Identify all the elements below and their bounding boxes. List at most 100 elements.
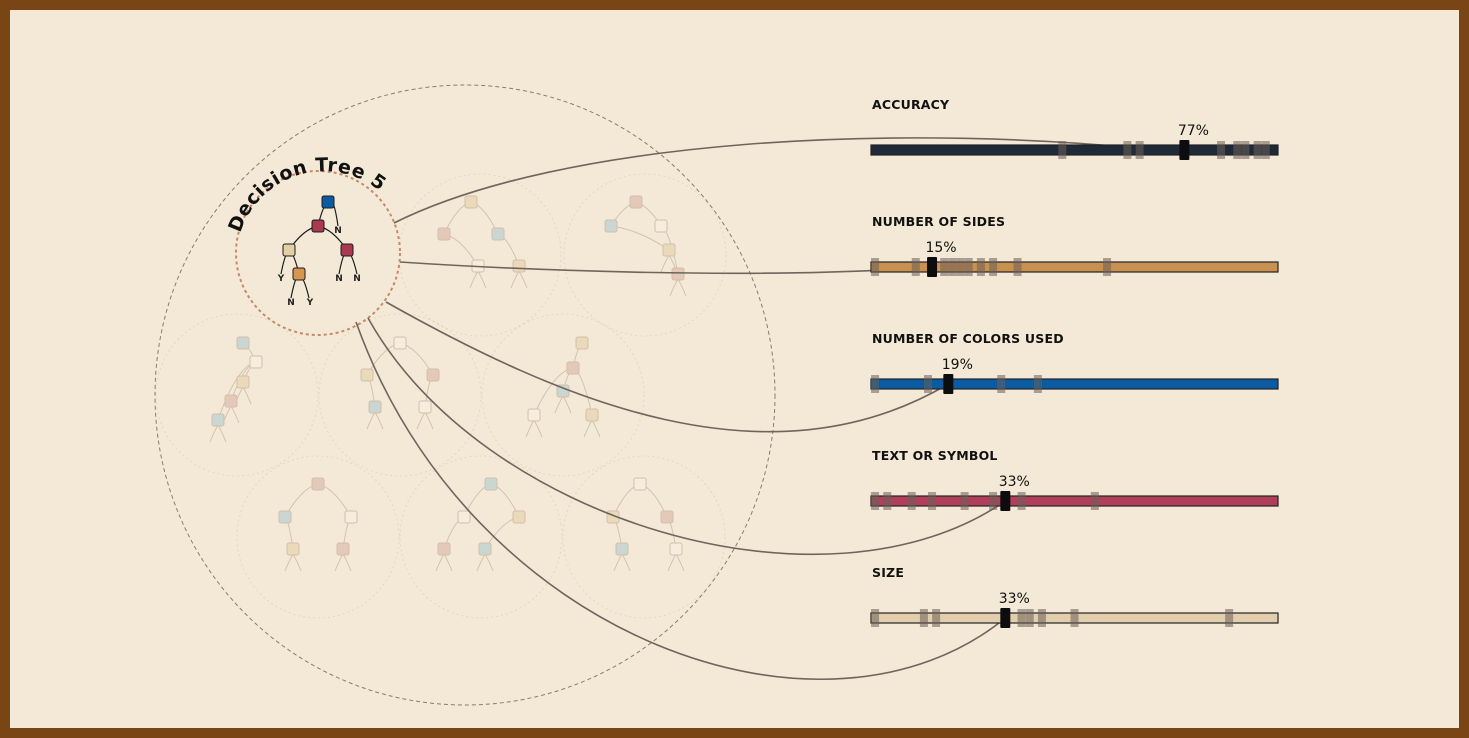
background-tree: [481, 313, 645, 477]
tree-node: [360, 368, 374, 382]
background-tree: [398, 173, 562, 337]
tree-node: [512, 510, 526, 524]
metric-row: ACCURACY 77%: [870, 97, 1279, 160]
metric-marker: [927, 257, 938, 277]
metric-tick: [1123, 141, 1132, 159]
tree-edge: [518, 270, 528, 289]
metric-tick: [1017, 492, 1026, 510]
metric-tick: [1241, 141, 1250, 159]
tree-node: [418, 400, 432, 414]
metric-value: 15%: [925, 240, 956, 256]
metric-tick: [1217, 141, 1226, 159]
metric-tick: [1135, 141, 1144, 159]
metric-tick: [871, 609, 880, 627]
tree-node: [282, 243, 296, 257]
background-tree: [399, 455, 563, 619]
tree-edge: [217, 424, 227, 443]
tree-edge: [660, 254, 670, 273]
tree-leaf-label: N: [287, 298, 295, 308]
tree-node: [654, 219, 668, 233]
background-tree-circle: [562, 455, 726, 619]
tree-edge: [677, 278, 687, 297]
forest-boundary: [154, 84, 776, 706]
metric-tick: [1058, 141, 1067, 159]
metric-tick: [871, 258, 880, 276]
tree-nodes: YNN NN Y: [277, 195, 361, 308]
tree-edge: [484, 553, 494, 572]
tree-edge: [443, 553, 453, 572]
tree-leaf-label: Y: [277, 274, 285, 284]
metric-tick: [989, 492, 998, 510]
tree-node: [321, 195, 335, 209]
metric-value: 33%: [999, 474, 1030, 490]
metric-bar: [870, 261, 1279, 273]
tree-node: [464, 195, 478, 209]
background-tree-circle: [563, 173, 727, 337]
tree-edge: [621, 553, 631, 572]
tree-node: [286, 542, 300, 556]
tree-node: [633, 477, 647, 491]
tree-node: [426, 368, 440, 382]
metric-tick: [911, 258, 920, 276]
metric-tick: [964, 258, 973, 276]
metric-tick: [919, 609, 928, 627]
tree-node: [249, 355, 263, 369]
metric-bar: [870, 378, 1279, 390]
tree-edge: [525, 419, 535, 438]
metric-value: 33%: [999, 591, 1030, 607]
tree-edge: [669, 278, 679, 297]
tree-node: [236, 375, 250, 389]
tree-node: [484, 477, 498, 491]
tree-node: [278, 510, 292, 524]
tree-edge: [591, 419, 601, 438]
tree-edge: [366, 411, 376, 430]
tree-node: [491, 227, 505, 241]
tree-node: [669, 542, 683, 556]
tree-edge: [476, 553, 486, 572]
metric-tick: [997, 375, 1006, 393]
tree-node: [211, 413, 225, 427]
tree-edge: [342, 553, 352, 572]
background-tree-circle: [155, 313, 319, 477]
tree-edge: [435, 553, 445, 572]
metrics-panel: ACCURACY 77% NUMBER OF SIDES 15% NUMBER OF C…: [870, 97, 1279, 628]
tree-node: [660, 510, 674, 524]
tree-edge: [667, 553, 677, 572]
tree-node: [604, 219, 618, 233]
background-tree-circle: [236, 455, 400, 619]
tree-edge: [292, 553, 302, 572]
tree-edge: [217, 361, 257, 421]
metric-label: NUMBER OF COLORS USED: [872, 331, 1064, 346]
metric-marker: [1179, 140, 1190, 160]
tree-edge: [230, 405, 240, 424]
tree-node: [224, 394, 238, 408]
metric-tick: [956, 258, 965, 276]
metric-tick: [923, 375, 932, 393]
tree-edge: [374, 411, 384, 430]
metric-tick: [976, 258, 985, 276]
tree-edge: [562, 395, 572, 414]
tree-node: [662, 243, 676, 257]
tree-node: [512, 259, 526, 273]
tree-node: [340, 243, 354, 257]
metric-marker: [1000, 608, 1011, 628]
metric-label: TEXT OR SYMBOL: [872, 448, 998, 463]
metric-tick: [989, 258, 998, 276]
metric-tick: [1253, 141, 1262, 159]
tree-node: [585, 408, 599, 422]
highlighted-tree[interactable]: YNN NN Y: [235, 170, 401, 336]
metric-label: SIZE: [872, 565, 904, 580]
tree-edge: [334, 553, 344, 572]
tree-node: [457, 510, 471, 524]
tree-edge: [424, 411, 434, 430]
tree-edge: [613, 553, 623, 572]
tree-node: [393, 336, 407, 350]
tree-edge: [416, 411, 426, 430]
background-trees: [155, 173, 727, 619]
feature-link: [399, 261, 933, 275]
metric-tick: [1261, 141, 1270, 159]
background-tree: [236, 455, 400, 619]
tree-node: [344, 510, 358, 524]
metric-tick: [1037, 609, 1046, 627]
